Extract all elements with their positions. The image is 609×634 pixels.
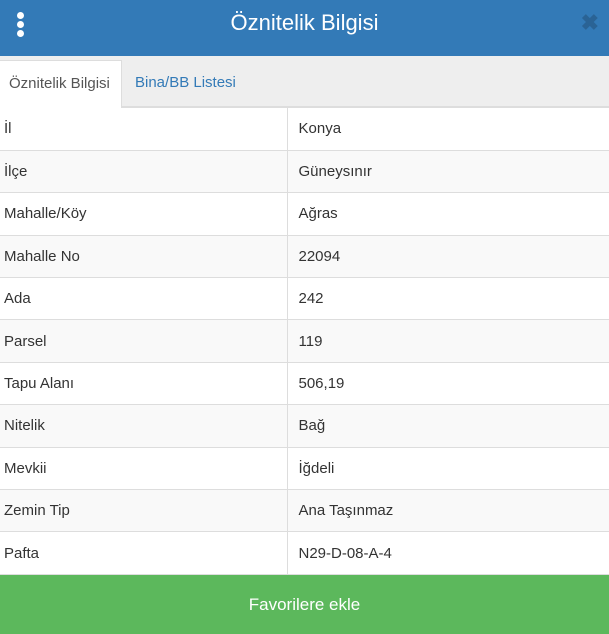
attribute-name: Mahalle No — [0, 235, 287, 279]
attribute-value: N29-D-08-A-4 — [286, 531, 609, 575]
table-row: Pafta N29-D-08-A-4 — [0, 531, 609, 575]
attribute-name: Nitelik — [0, 404, 287, 448]
attribute-value: Ağras — [286, 192, 609, 236]
attribute-name: İlçe — [0, 150, 287, 194]
close-icon[interactable]: ✖ — [580, 10, 599, 35]
attribute-table: İl Konya İlçe Güneysınır Mahalle/Köy Ağras Mah… — [0, 108, 609, 575]
attribute-value: 506,19 — [286, 362, 609, 406]
attribute-value: Bağ — [286, 404, 609, 448]
attribute-name: İl — [0, 108, 287, 151]
attribute-value: İğdeli — [286, 447, 609, 491]
attribute-name: Mahalle/Köy — [0, 192, 287, 236]
table-row: Mevkii İğdeli — [0, 447, 609, 491]
attribute-value: Konya — [286, 108, 609, 151]
tab-bar: Öznitelik Bilgisi Bina/BB Listesi — [0, 56, 609, 108]
attribute-value: 22094 — [286, 235, 609, 279]
attribute-name: Parsel — [0, 319, 287, 363]
table-row: Mahalle/Köy Ağras — [0, 192, 609, 236]
attribute-name: Pafta — [0, 531, 287, 575]
attribute-name: Mevkii — [0, 447, 287, 491]
attribute-value: Ana Taşınmaz — [286, 489, 609, 533]
attribute-name: Zemin Tip — [0, 489, 287, 533]
table-row: Zemin Tip Ana Taşınmaz — [0, 489, 609, 533]
vertical-dots-icon[interactable] — [17, 12, 27, 39]
attribute-value: 242 — [286, 277, 609, 321]
table-row: Nitelik Bağ — [0, 404, 609, 448]
tab-oznitelik-bilgisi[interactable]: Öznitelik Bilgisi — [0, 60, 122, 108]
add-to-favorites-button[interactable]: Favorilere ekle — [0, 575, 609, 634]
table-row: Ada 242 — [0, 277, 609, 321]
tab-bina-bb-listesi[interactable]: Bina/BB Listesi — [135, 74, 236, 91]
table-row: Mahalle No 22094 — [0, 235, 609, 279]
attribute-value: Güneysınır — [286, 150, 609, 194]
table-row: İlçe Güneysınır — [0, 150, 609, 194]
header: Öznitelik Bilgisi ✖ — [0, 0, 609, 56]
table-row: İl Konya — [0, 108, 609, 151]
table-row: Parsel 119 — [0, 319, 609, 363]
page-title: Öznitelik Bilgisi — [230, 10, 379, 35]
table-row: Tapu Alanı 506,19 — [0, 362, 609, 406]
attribute-name: Tapu Alanı — [0, 362, 287, 406]
attribute-value: 119 — [286, 319, 609, 363]
attribute-name: Ada — [0, 277, 287, 321]
